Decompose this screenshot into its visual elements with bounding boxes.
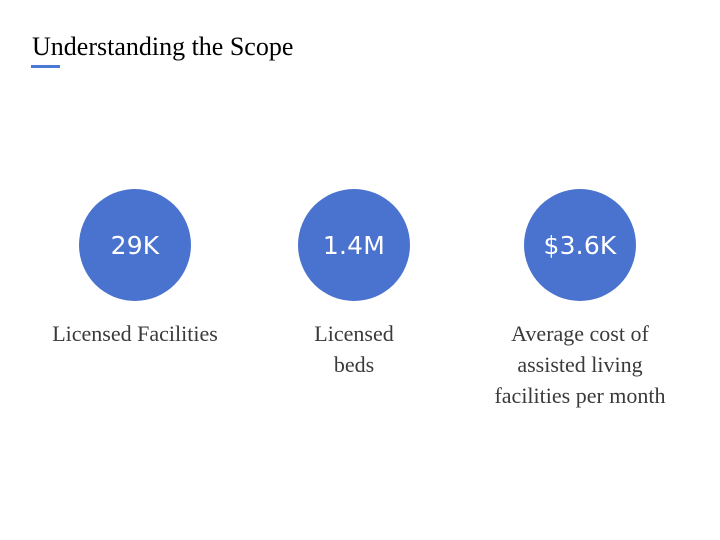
stat-licensed-beds: 1.4M Licensed beds	[254, 189, 454, 380]
stat-value: $3.6K	[543, 230, 617, 260]
stat-value: 1.4M	[322, 230, 386, 260]
stat-label: Licensed Facilities	[52, 321, 218, 346]
slide-title: Understanding the Scope	[32, 32, 294, 61]
stat-value: 29K	[110, 230, 160, 260]
stat-circle: 1.4M	[298, 189, 410, 301]
stat-licensed-facilities: 29K Licensed Facilities	[35, 189, 235, 349]
stat-label: Licensed beds	[314, 321, 394, 377]
stat-average-cost: $3.6K Average cost of assisted living fa…	[480, 189, 680, 411]
stat-circle: 29K	[79, 189, 191, 301]
stat-circle: $3.6K	[524, 189, 636, 301]
stat-label: Average cost of assisted living faciliti…	[494, 321, 666, 408]
title-underline-accent	[31, 65, 60, 68]
